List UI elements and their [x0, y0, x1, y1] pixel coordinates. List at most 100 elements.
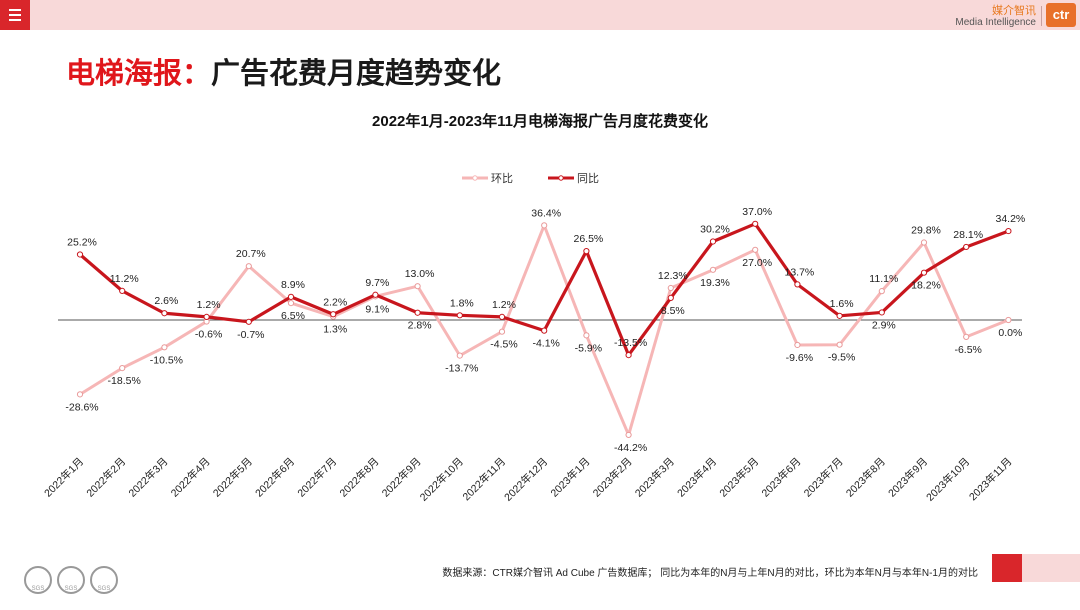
brand-name-en: Media Intelligence [955, 16, 1036, 28]
x-tick-label-15: 2023年4月 [674, 455, 719, 500]
data-label-s0-22: 0.0% [998, 327, 1022, 339]
sgs-seal-icon: SGS [57, 566, 85, 594]
x-tick-label-7: 2022年8月 [337, 455, 382, 500]
data-point-s0-11 [541, 222, 548, 229]
data-point-s1-6 [330, 311, 337, 318]
data-point-s1-14 [667, 294, 674, 301]
menu-icon[interactable] [0, 0, 30, 30]
data-label-s1-20: 18.2% [911, 280, 941, 292]
data-label-s0-7: 9.1% [365, 303, 389, 315]
data-label-s0-2: -10.5% [150, 354, 183, 366]
data-label-s0-17: -9.6% [786, 352, 813, 364]
data-label-s1-8: 2.8% [408, 320, 432, 332]
data-label-s1-1: 11.2% [110, 273, 139, 285]
sgs-seal-icon: SGS [24, 566, 52, 594]
x-tick-label-4: 2022年5月 [210, 455, 255, 500]
data-point-s1-12 [583, 248, 590, 255]
data-point-s0-17 [794, 341, 801, 349]
data-label-s1-17: 13.7% [785, 266, 815, 278]
data-source-note: 数据来源：CTR媒介智讯 Ad Cube 广告数据库； 同比为本年的N月与上年N… [442, 568, 978, 579]
data-point-s0-19 [878, 288, 885, 295]
data-label-s1-4: -0.7% [237, 329, 264, 341]
data-label-s1-6: 2.2% [323, 296, 347, 308]
data-point-s1-20 [920, 269, 928, 276]
x-tick-label-16: 2023年5月 [717, 455, 762, 500]
data-point-s1-13 [625, 352, 632, 359]
x-tick-label-2: 2022年3月 [126, 455, 171, 500]
data-point-s1-9 [456, 312, 463, 319]
x-tick-label-1: 2022年2月 [84, 455, 129, 500]
data-label-s1-9: 1.8% [450, 297, 474, 309]
data-point-s1-1 [119, 287, 126, 294]
data-label-s1-11: -4.1% [532, 338, 559, 350]
data-point-s1-16 [752, 220, 759, 227]
x-tick-label-17: 2023年6月 [759, 455, 804, 500]
data-label-s0-14: 12.3% [658, 270, 688, 282]
data-point-s0-20 [920, 239, 928, 246]
data-label-s1-14: 8.5% [661, 305, 685, 317]
data-label-s0-18: -9.5% [828, 352, 855, 364]
brand-name-cn: 媒介智讯 [992, 5, 1036, 17]
x-tick-label-0: 2022年1月 [41, 455, 86, 500]
legend-label-0: 环比 [491, 172, 513, 185]
top-bar [0, 0, 1080, 30]
data-point-s1-2 [161, 310, 168, 317]
legend-marker-1 [558, 175, 564, 181]
data-point-s0-1 [119, 365, 126, 372]
data-label-s1-21: 28.1% [953, 229, 983, 241]
legend-marker-0 [472, 175, 478, 181]
data-label-s0-16: 27.0% [742, 257, 772, 269]
data-point-s0-0 [76, 391, 84, 398]
data-label-s0-1: -18.5% [108, 375, 141, 387]
x-tick-label-8: 2022年9月 [379, 455, 424, 500]
data-label-s1-0: 25.2% [67, 236, 97, 248]
ctr-logo: ctr [1046, 3, 1076, 27]
sgs-seal-icon: SGS [90, 566, 118, 594]
data-label-s0-8: 13.0% [405, 268, 435, 280]
data-label-s0-6: 1.3% [323, 324, 347, 336]
data-point-s1-19 [878, 309, 885, 316]
data-point-s0-13 [625, 431, 632, 439]
data-point-s1-7 [372, 291, 379, 298]
legend-label-1: 同比 [577, 172, 599, 185]
page-title-rest: 广告花费月度趋势变化 [211, 58, 502, 90]
data-point-s0-4 [245, 263, 252, 270]
data-point-s1-22 [1005, 227, 1012, 235]
data-label-s0-0: -28.6% [65, 401, 98, 413]
data-label-s1-2: 2.6% [154, 295, 178, 307]
page-title-highlight: 电梯海报： [66, 58, 212, 90]
data-point-s0-2 [161, 344, 168, 351]
data-point-s0-5 [287, 300, 295, 307]
data-label-s1-13: -13.5% [614, 337, 647, 349]
data-point-s0-15 [709, 266, 717, 273]
brand-divider [1041, 6, 1042, 26]
x-tick-label-14: 2023年3月 [632, 455, 677, 500]
data-point-s0-9 [456, 352, 463, 359]
data-point-s1-8 [414, 309, 421, 316]
x-tick-label-18: 2023年7月 [801, 455, 846, 500]
data-label-s0-4: 20.7% [236, 248, 266, 260]
data-label-s0-15: 19.3% [700, 277, 730, 289]
data-point-s0-10 [498, 328, 506, 335]
x-tick-label-11: 2022年12月 [501, 455, 550, 504]
data-point-s0-16 [752, 246, 759, 253]
x-tick-label-19: 2023年8月 [843, 455, 888, 500]
data-point-s1-11 [541, 327, 548, 334]
data-label-s1-18: 1.6% [830, 298, 854, 310]
data-point-s1-21 [963, 243, 970, 251]
data-point-s0-14 [667, 284, 674, 292]
data-point-s1-5 [287, 293, 295, 300]
data-point-s1-3 [203, 313, 210, 320]
x-tick-label-10: 2022年11月 [460, 455, 508, 503]
data-label-s0-21: -6.5% [954, 344, 981, 356]
data-point-s1-0 [76, 251, 84, 258]
data-point-s0-8 [414, 283, 421, 290]
data-label-s1-5: 8.9% [281, 279, 305, 291]
data-label-s0-19: 11.1% [869, 273, 898, 285]
footer-accent-pink [1022, 554, 1080, 582]
x-tick-label-21: 2023年10月 [923, 455, 972, 504]
x-tick-label-9: 2022年10月 [417, 455, 466, 504]
data-label-s0-3: -0.6% [195, 329, 222, 341]
data-label-s1-10: 1.2% [492, 299, 516, 311]
data-label-s0-9: -13.7% [445, 363, 478, 375]
